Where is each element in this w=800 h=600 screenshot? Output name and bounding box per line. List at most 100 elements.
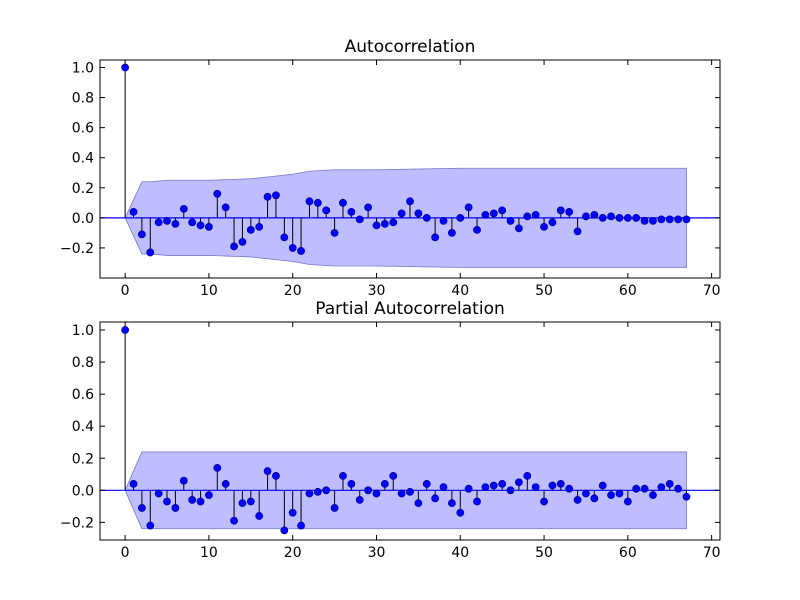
data-point <box>288 508 297 517</box>
data-point <box>431 494 440 503</box>
data-point <box>506 486 515 495</box>
data-point <box>339 471 347 480</box>
data-point <box>280 526 289 535</box>
data-point <box>439 216 448 225</box>
data-point <box>238 499 247 508</box>
x-tick-label: 70 <box>703 283 721 299</box>
x-tick-label: 50 <box>535 283 553 299</box>
data-point <box>188 496 197 504</box>
data-point <box>632 484 641 493</box>
data-point <box>330 228 339 237</box>
data-point <box>230 516 238 525</box>
data-point <box>263 467 272 475</box>
data-point <box>682 492 691 501</box>
x-tick-label: 60 <box>619 545 637 561</box>
data-point <box>171 219 180 228</box>
data-point <box>355 496 364 504</box>
data-point <box>154 218 163 227</box>
data-point <box>481 210 490 219</box>
data-point <box>380 479 389 488</box>
data-point <box>456 508 465 517</box>
data-point <box>330 504 339 512</box>
data-point <box>171 504 180 512</box>
data-point <box>431 233 440 242</box>
data-point <box>179 476 188 485</box>
data-point <box>372 489 381 498</box>
data-point <box>179 204 188 213</box>
data-point <box>297 247 305 255</box>
data-point <box>280 233 289 242</box>
x-tick-label: 40 <box>451 545 469 561</box>
data-point <box>473 225 481 234</box>
data-point <box>682 215 691 224</box>
data-point <box>389 471 398 480</box>
x-tick-label: 0 <box>121 545 130 561</box>
data-point <box>556 479 565 488</box>
data-point <box>565 484 574 493</box>
data-point <box>255 512 264 520</box>
data-point <box>447 499 456 508</box>
data-point <box>347 207 356 216</box>
data-point <box>146 248 155 257</box>
data-point <box>498 206 507 215</box>
data-point <box>221 479 230 488</box>
data-point <box>598 481 607 490</box>
data-point <box>665 479 674 488</box>
data-point <box>129 207 138 216</box>
data-point <box>657 215 666 224</box>
data-point <box>657 483 666 492</box>
x-tick-label: 50 <box>535 545 553 561</box>
data-point <box>422 213 431 222</box>
data-point <box>523 212 532 221</box>
data-point <box>565 207 574 216</box>
autocorrelation-chart: 0 10 20 30 40 50 60 70 −0.2 0.0 0.2 0.4 0.6 0.8 1.0 Aut… <box>60 37 721 299</box>
data-point <box>205 222 213 231</box>
data-point <box>322 486 331 495</box>
data-point <box>163 497 171 506</box>
data-point <box>414 499 423 508</box>
data-point <box>515 478 523 487</box>
data-point <box>422 479 431 488</box>
data-point <box>305 197 314 206</box>
data-point <box>263 192 272 201</box>
data-point <box>163 216 171 225</box>
data-point <box>137 230 146 239</box>
x-tick-label: 10 <box>200 545 218 561</box>
x-tick-label: 10 <box>200 283 218 299</box>
x-tick-label: 30 <box>368 545 386 561</box>
data-point <box>313 488 322 496</box>
data-point <box>473 497 481 506</box>
data-point <box>607 491 615 500</box>
x-tick-label: 30 <box>368 283 386 299</box>
data-point <box>640 216 649 225</box>
data-point <box>582 212 590 221</box>
data-point <box>380 219 389 228</box>
data-point <box>213 463 222 472</box>
data-point <box>297 521 305 530</box>
chart-title: Autocorrelation <box>345 37 476 57</box>
data-point <box>623 213 632 222</box>
y-tick-label: −0.2 <box>60 241 94 257</box>
data-point <box>121 326 130 334</box>
data-point <box>464 203 473 212</box>
data-point <box>674 484 683 493</box>
data-point <box>355 215 364 224</box>
data-point <box>607 212 615 221</box>
data-point <box>146 521 155 530</box>
data-point <box>397 209 406 218</box>
data-point <box>305 489 314 498</box>
data-point <box>272 191 280 200</box>
data-point <box>213 189 222 198</box>
data-point <box>573 227 582 236</box>
data-point <box>573 496 582 504</box>
data-point <box>339 198 347 207</box>
data-point <box>615 213 624 222</box>
data-point <box>272 471 280 480</box>
data-point <box>129 479 138 488</box>
y-tick-label: 0.6 <box>72 121 94 137</box>
data-point <box>347 479 356 488</box>
data-point <box>531 210 540 219</box>
data-point <box>506 216 515 225</box>
data-point <box>489 481 498 490</box>
data-point <box>238 238 247 246</box>
